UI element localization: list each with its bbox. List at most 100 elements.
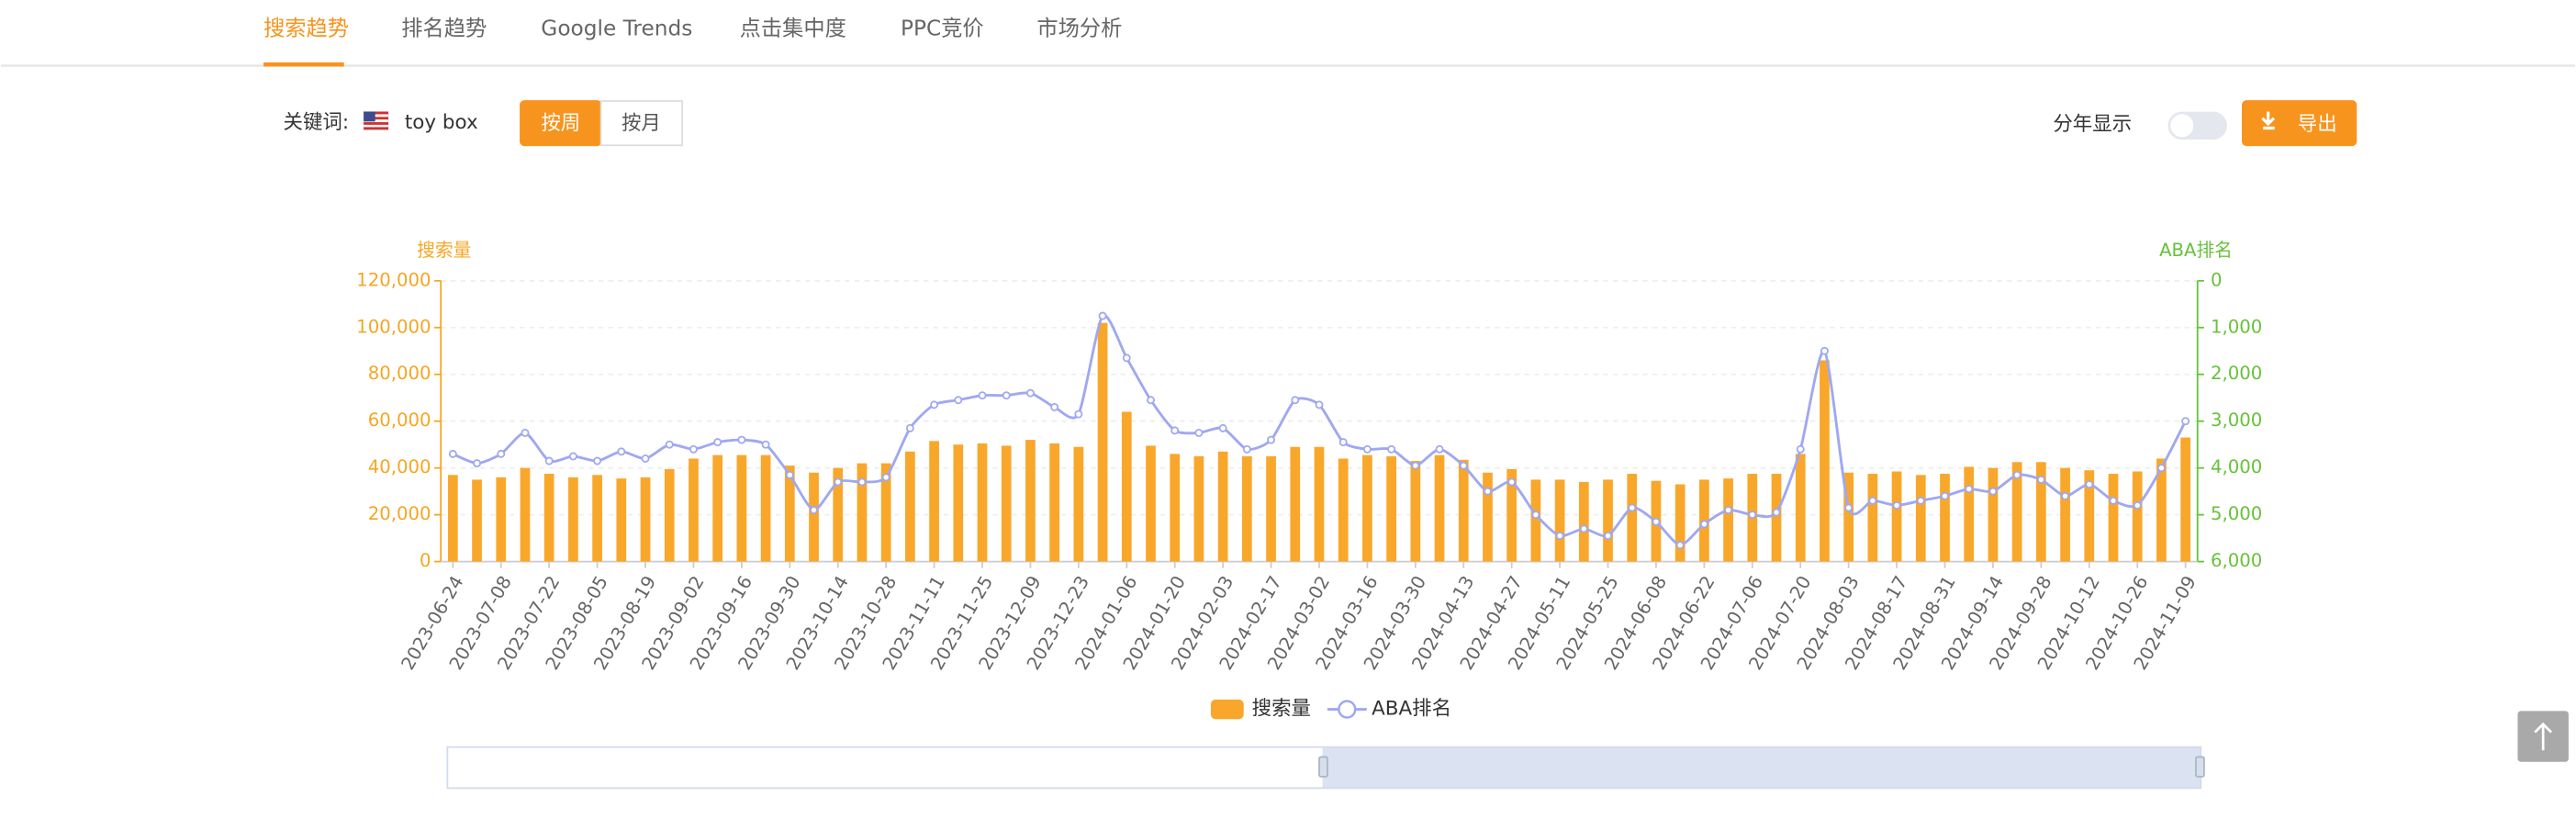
- line-point: [1218, 423, 1227, 432]
- bar: [2060, 467, 2070, 562]
- bar: [520, 467, 531, 562]
- bar: [1410, 461, 1421, 562]
- line-point: [1315, 400, 1324, 409]
- us-flag: [363, 111, 389, 130]
- line-point: [1387, 444, 1396, 454]
- export-button[interactable]: [2242, 100, 2358, 147]
- line-point: [1098, 311, 1107, 320]
- bar: [905, 451, 915, 562]
- line-point: [881, 473, 890, 482]
- line-point: [2061, 491, 2070, 500]
- bar: [784, 465, 795, 562]
- bar: [1097, 322, 1108, 562]
- line-point: [473, 459, 482, 468]
- y-tick-label: 80,000: [368, 363, 431, 384]
- line-point: [1988, 487, 1998, 496]
- bar: [1627, 474, 1638, 562]
- line-point: [497, 449, 506, 458]
- bar: [1121, 411, 1132, 562]
- bar: [1170, 454, 1181, 562]
- bar: [1820, 360, 1830, 562]
- line-point: [810, 506, 818, 515]
- line-point: [1652, 517, 1661, 526]
- month-button[interactable]: [599, 100, 684, 147]
- week-button[interactable]: [520, 100, 602, 147]
- tab[interactable]: Google Trends: [541, 17, 692, 41]
- line-point: [2036, 475, 2045, 484]
- line-point: [2109, 496, 2118, 505]
- bar: [2132, 471, 2143, 562]
- bar: [689, 458, 699, 562]
- y-tick-label: 120,000: [356, 269, 431, 290]
- bar: [1723, 478, 1733, 562]
- bar: [616, 478, 627, 562]
- y2-tick-label: 6,000: [2211, 550, 2262, 571]
- zoom-handle[interactable]: [1318, 756, 1328, 778]
- bar: [1362, 454, 1372, 562]
- bar: [833, 467, 844, 562]
- bar: [1603, 479, 1613, 562]
- bar: [1001, 445, 1012, 562]
- y-tick-label: 20,000: [368, 503, 431, 524]
- bar: [760, 454, 771, 562]
- line-point: [1555, 532, 1564, 541]
- arrow-up-icon: [2534, 722, 2553, 751]
- line-point: [448, 449, 457, 458]
- bar: [1915, 475, 1926, 562]
- line-point: [2085, 480, 2094, 488]
- line-point: [568, 452, 577, 461]
- bar: [1530, 479, 1541, 562]
- line-point: [1483, 487, 1492, 496]
- bar: [2011, 462, 2022, 562]
- line-point: [1242, 444, 1251, 454]
- week-button-label[interactable]: 按周: [541, 112, 580, 135]
- bar: [568, 477, 578, 562]
- bar: [712, 454, 723, 562]
- line-point: [1531, 510, 1540, 520]
- y-tick-label: 100,000: [356, 316, 431, 337]
- line-point: [1604, 532, 1612, 541]
- zoom-handle[interactable]: [2195, 756, 2205, 778]
- bar: [1795, 454, 1806, 562]
- download-icon: [2261, 111, 2276, 130]
- line-point: [1074, 409, 1083, 419]
- tab[interactable]: 排名趋势: [401, 17, 487, 41]
- line-point: [1025, 388, 1035, 398]
- line-point: [1844, 503, 1854, 512]
- bar: [1458, 459, 1469, 562]
- line-point: [689, 444, 698, 454]
- bar: [1386, 455, 1396, 562]
- line-point: [713, 438, 722, 447]
- bar: [472, 479, 482, 562]
- keyword-label: 关键词:: [284, 111, 350, 134]
- zoom-window[interactable]: [1322, 746, 2201, 789]
- bar: [857, 463, 868, 562]
- legend-swatch: [1210, 699, 1244, 720]
- bar: [1843, 472, 1854, 562]
- tab[interactable]: 点击集中度: [740, 17, 846, 41]
- line-point: [930, 400, 939, 409]
- line-point: [978, 391, 987, 400]
- legend-label: ABA排名: [1372, 698, 1451, 721]
- export-label[interactable]: 导出: [2298, 113, 2337, 136]
- bar: [809, 472, 819, 562]
- tab[interactable]: 市场分析: [1036, 17, 1122, 41]
- line-point: [1122, 353, 1131, 363]
- tab[interactable]: PPC竞价: [901, 17, 984, 41]
- line-point: [1267, 435, 1276, 444]
- bar: [664, 468, 675, 562]
- year-toggle-label: 分年显示: [2053, 113, 2132, 136]
- y-axis-title: 搜索量: [417, 240, 471, 261]
- line-point: [2012, 470, 2022, 479]
- month-button-label[interactable]: 按月: [622, 112, 661, 135]
- line-point: [1507, 477, 1517, 487]
- tab[interactable]: 搜索趋势: [263, 17, 349, 41]
- bar: [1867, 474, 1878, 562]
- bar: [736, 454, 747, 562]
- line-point: [857, 477, 867, 487]
- legend-label: 搜索量: [1252, 698, 1311, 721]
- line-point: [1459, 461, 1468, 470]
- line-point: [1916, 496, 1925, 505]
- keyword: toy box: [405, 111, 478, 134]
